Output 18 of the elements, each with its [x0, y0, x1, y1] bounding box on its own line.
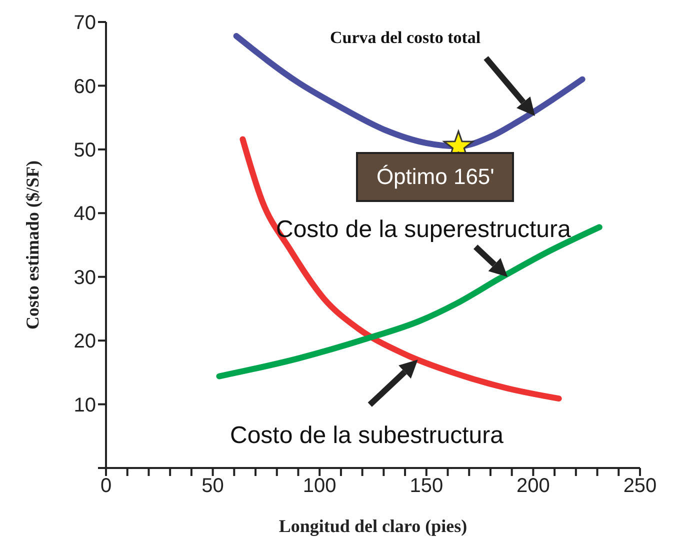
x-axis-title: Longitud del claro (pies): [278, 516, 468, 536]
y-tick-label: 60: [74, 76, 96, 98]
annotation: Costo de la subestructura: [230, 422, 504, 450]
x-tick-label: 50: [202, 475, 224, 498]
y-tick-label: 40: [74, 203, 96, 226]
y-tick-label: 10: [74, 394, 96, 416]
x-tick-label: 150: [410, 475, 444, 498]
x-tick-label: 0: [100, 475, 112, 498]
x-tick-label: 250: [623, 475, 657, 498]
y-tick-label: 70: [74, 12, 96, 34]
x-tick-label: 200: [516, 475, 550, 498]
y-axis-title: Costo estimado ($/SF): [22, 160, 42, 330]
y-tick-label: 20: [74, 330, 96, 353]
annotation: Óptimo 165': [356, 152, 514, 202]
y-tick-label: 50: [74, 140, 96, 162]
y-tick-label: 30: [74, 266, 96, 289]
annotation: Curva del costo total: [330, 28, 481, 48]
x-tick-label: 100: [302, 475, 336, 498]
